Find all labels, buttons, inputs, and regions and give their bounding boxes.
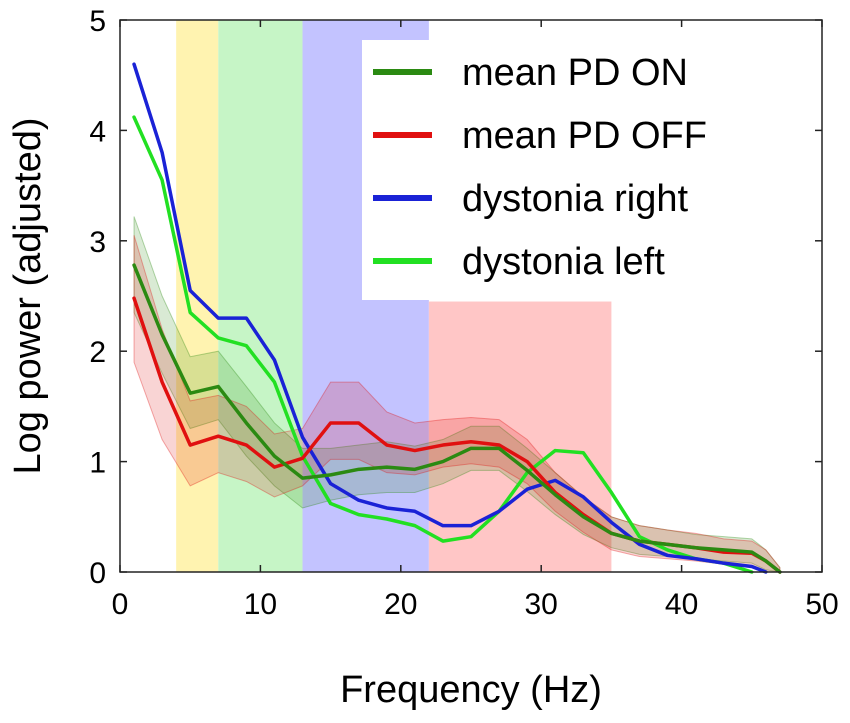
series-lines bbox=[132, 62, 782, 574]
plot-frame bbox=[119, 19, 823, 573]
y-tick-label: 3 bbox=[89, 226, 106, 259]
x-tick-label: 20 bbox=[384, 588, 417, 621]
y-tick-label: 4 bbox=[89, 115, 106, 148]
x-tick-label: 0 bbox=[112, 588, 129, 621]
legend-label-dystonia-right: dystonia right bbox=[462, 178, 688, 220]
series-line-mean-pd-on bbox=[132, 263, 782, 574]
legend-label-mean-pd-off: mean PD OFF bbox=[462, 115, 707, 157]
legend-label-mean-pd-on: mean PD ON bbox=[462, 52, 688, 94]
axis-ticks: 0 10 20 30 40 50 0 1 2 3 4 5 bbox=[89, 5, 838, 621]
legend-label-dystonia-left: dystonia left bbox=[462, 241, 665, 283]
x-axis-title: Frequency (Hz) bbox=[340, 669, 602, 711]
y-tick-label: 1 bbox=[89, 447, 106, 480]
y-axis-title: Log power (adjusted) bbox=[7, 118, 49, 475]
y-tick-label: 2 bbox=[89, 336, 106, 369]
y-tick-label: 0 bbox=[89, 557, 106, 590]
y-tick-label: 5 bbox=[89, 5, 106, 38]
x-tick-label: 10 bbox=[244, 588, 277, 621]
legend-background bbox=[362, 40, 814, 300]
x-tick-label: 50 bbox=[805, 588, 838, 621]
series-line-dystonia-right bbox=[132, 62, 768, 574]
x-tick-label: 40 bbox=[665, 588, 698, 621]
x-tick-label: 30 bbox=[525, 588, 558, 621]
band-alpha bbox=[218, 20, 303, 572]
legend: mean PD ON mean PD OFF dystonia right dysto… bbox=[373, 52, 707, 283]
